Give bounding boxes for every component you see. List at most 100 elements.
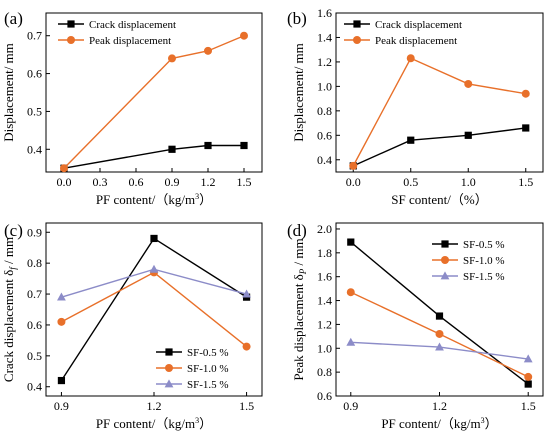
plot-frame — [335, 12, 544, 173]
series-line — [352, 127, 526, 167]
y-tick-label: 0.6 — [317, 389, 332, 403]
legend: SF-0.5 % SF-1.0 % SF-1.5 % — [156, 347, 229, 391]
x-tick-label: 0.0 — [57, 175, 72, 189]
legend-marker — [164, 379, 174, 388]
data-point — [407, 136, 415, 144]
y-tick-label: 0.7 — [27, 287, 42, 301]
y-axis-title: Displacement/ mm — [1, 43, 16, 142]
y-tick-label: 1.6 — [317, 6, 332, 20]
panel-label: (a) — [4, 9, 23, 28]
plot-frame — [45, 12, 263, 173]
series-line — [63, 144, 244, 169]
x-tick-label: 1.5 — [239, 399, 254, 413]
x-tick-label: 1.2 — [432, 399, 447, 413]
series-3 — [57, 264, 251, 301]
x-tick-label: 1.2 — [147, 399, 162, 413]
data-point — [435, 329, 444, 338]
legend-label: Peak displacement — [89, 35, 171, 47]
plot-frame — [335, 222, 544, 397]
chart-panel-4: 0.9 1.2 1.5 0.6 0.8 1.0 1.2 1.4 1.6 1.8 2.0 PF cont… — [287, 221, 544, 431]
y-tick-label: 0.5 — [27, 104, 42, 118]
x-tick-label: 1.5 — [521, 399, 536, 413]
data-point — [349, 161, 358, 170]
x-tick-label: 0.9 — [165, 175, 180, 189]
legend-marker — [165, 364, 173, 372]
legend-label: SF-0.5 % — [187, 347, 229, 359]
y-tick-label: 0.6 — [27, 318, 42, 332]
chart-panel-2: 0.0 0.5 1.0 1.5 0.4 0.6 0.8 1.0 1.2 1.4 1.6 SF cont… — [287, 6, 544, 207]
legend-marker — [165, 348, 173, 356]
y-tick-label: 0.8 — [27, 256, 42, 270]
data-point — [240, 31, 248, 40]
y-tick-label: 0.6 — [317, 128, 332, 142]
series-line — [352, 57, 526, 167]
y-tick-label: 0.6 — [27, 67, 42, 81]
legend-marker — [441, 240, 449, 248]
legend-label: SF-0.5 % — [463, 239, 505, 251]
panel-label: (c) — [4, 221, 23, 240]
legend-label: SF-1.5 % — [463, 271, 505, 283]
series-line — [63, 35, 245, 169]
data-point — [464, 79, 473, 88]
legend-marker — [441, 256, 449, 264]
y-tick-label: 1.0 — [317, 341, 332, 355]
data-point — [521, 89, 530, 98]
data-point — [60, 164, 68, 173]
data-point — [240, 141, 248, 150]
data-point — [57, 376, 66, 385]
legend: Crack displacement Peak displacement — [344, 19, 462, 47]
data-point — [435, 312, 444, 320]
series-1 — [57, 234, 251, 385]
x-tick-label: 1.5 — [518, 175, 533, 189]
y-tick-label: 0.5 — [27, 349, 42, 363]
legend-marker — [67, 20, 75, 28]
y-tick-label: 1.2 — [317, 55, 332, 69]
y-axis-title: Crack displacement δf / mm — [1, 237, 18, 382]
y-tick-label: 1.8 — [317, 246, 332, 260]
data-point — [464, 131, 472, 139]
data-point — [524, 372, 533, 381]
x-axis-title: SF content/（%） — [391, 192, 487, 207]
legend-label: SF-1.5 % — [187, 379, 229, 391]
series-line — [60, 237, 247, 381]
data-point — [204, 46, 212, 55]
y-axis-title: Displacement/ mm — [291, 43, 306, 142]
series-3 — [346, 337, 533, 363]
chart-panel-1: 0.0 0.3 0.6 0.9 1.2 1.5 0.4 0.5 0.6 0.7 PF content… — [1, 9, 263, 207]
x-tick-label: 0.0 — [346, 175, 361, 189]
y-tick-label: 0.7 — [27, 29, 42, 43]
y-tick-label: 1.6 — [317, 270, 332, 284]
data-point — [57, 292, 66, 301]
series-1 — [347, 238, 532, 388]
data-point — [149, 264, 159, 273]
x-axis-title: PF content/（kg/m3） — [381, 416, 497, 431]
y-axis-title: Peak displacement δP / mm — [291, 238, 308, 380]
data-point — [346, 337, 356, 346]
legend: Crack displacement Peak displacement — [58, 19, 176, 47]
x-tick-label: 0.5 — [403, 175, 418, 189]
series-2 — [349, 54, 530, 170]
y-tick-label: 0.4 — [27, 380, 42, 394]
legend-label: Crack displacement — [375, 19, 462, 31]
data-point — [346, 288, 355, 297]
plot-frame — [45, 222, 263, 397]
series-2 — [346, 288, 533, 381]
legend-marker — [440, 271, 450, 280]
y-tick-label: 0.4 — [317, 153, 332, 167]
x-axis-title: PF content/（kg/m3） — [96, 416, 212, 431]
data-point — [204, 141, 212, 150]
x-tick-label: 0.9 — [54, 399, 69, 413]
x-tick-label: 1.0 — [461, 175, 476, 189]
data-point — [242, 342, 251, 351]
x-tick-label: 0.3 — [93, 175, 108, 189]
panel-label: (b) — [287, 9, 307, 28]
data-point — [168, 54, 176, 63]
y-tick-label: 0.4 — [27, 142, 42, 156]
data-point — [57, 317, 66, 326]
y-tick-label: 0.8 — [317, 365, 332, 379]
series-1 — [60, 141, 248, 172]
legend-marker — [353, 20, 361, 28]
legend-label: SF-1.0 % — [463, 255, 505, 267]
data-point — [406, 54, 415, 63]
